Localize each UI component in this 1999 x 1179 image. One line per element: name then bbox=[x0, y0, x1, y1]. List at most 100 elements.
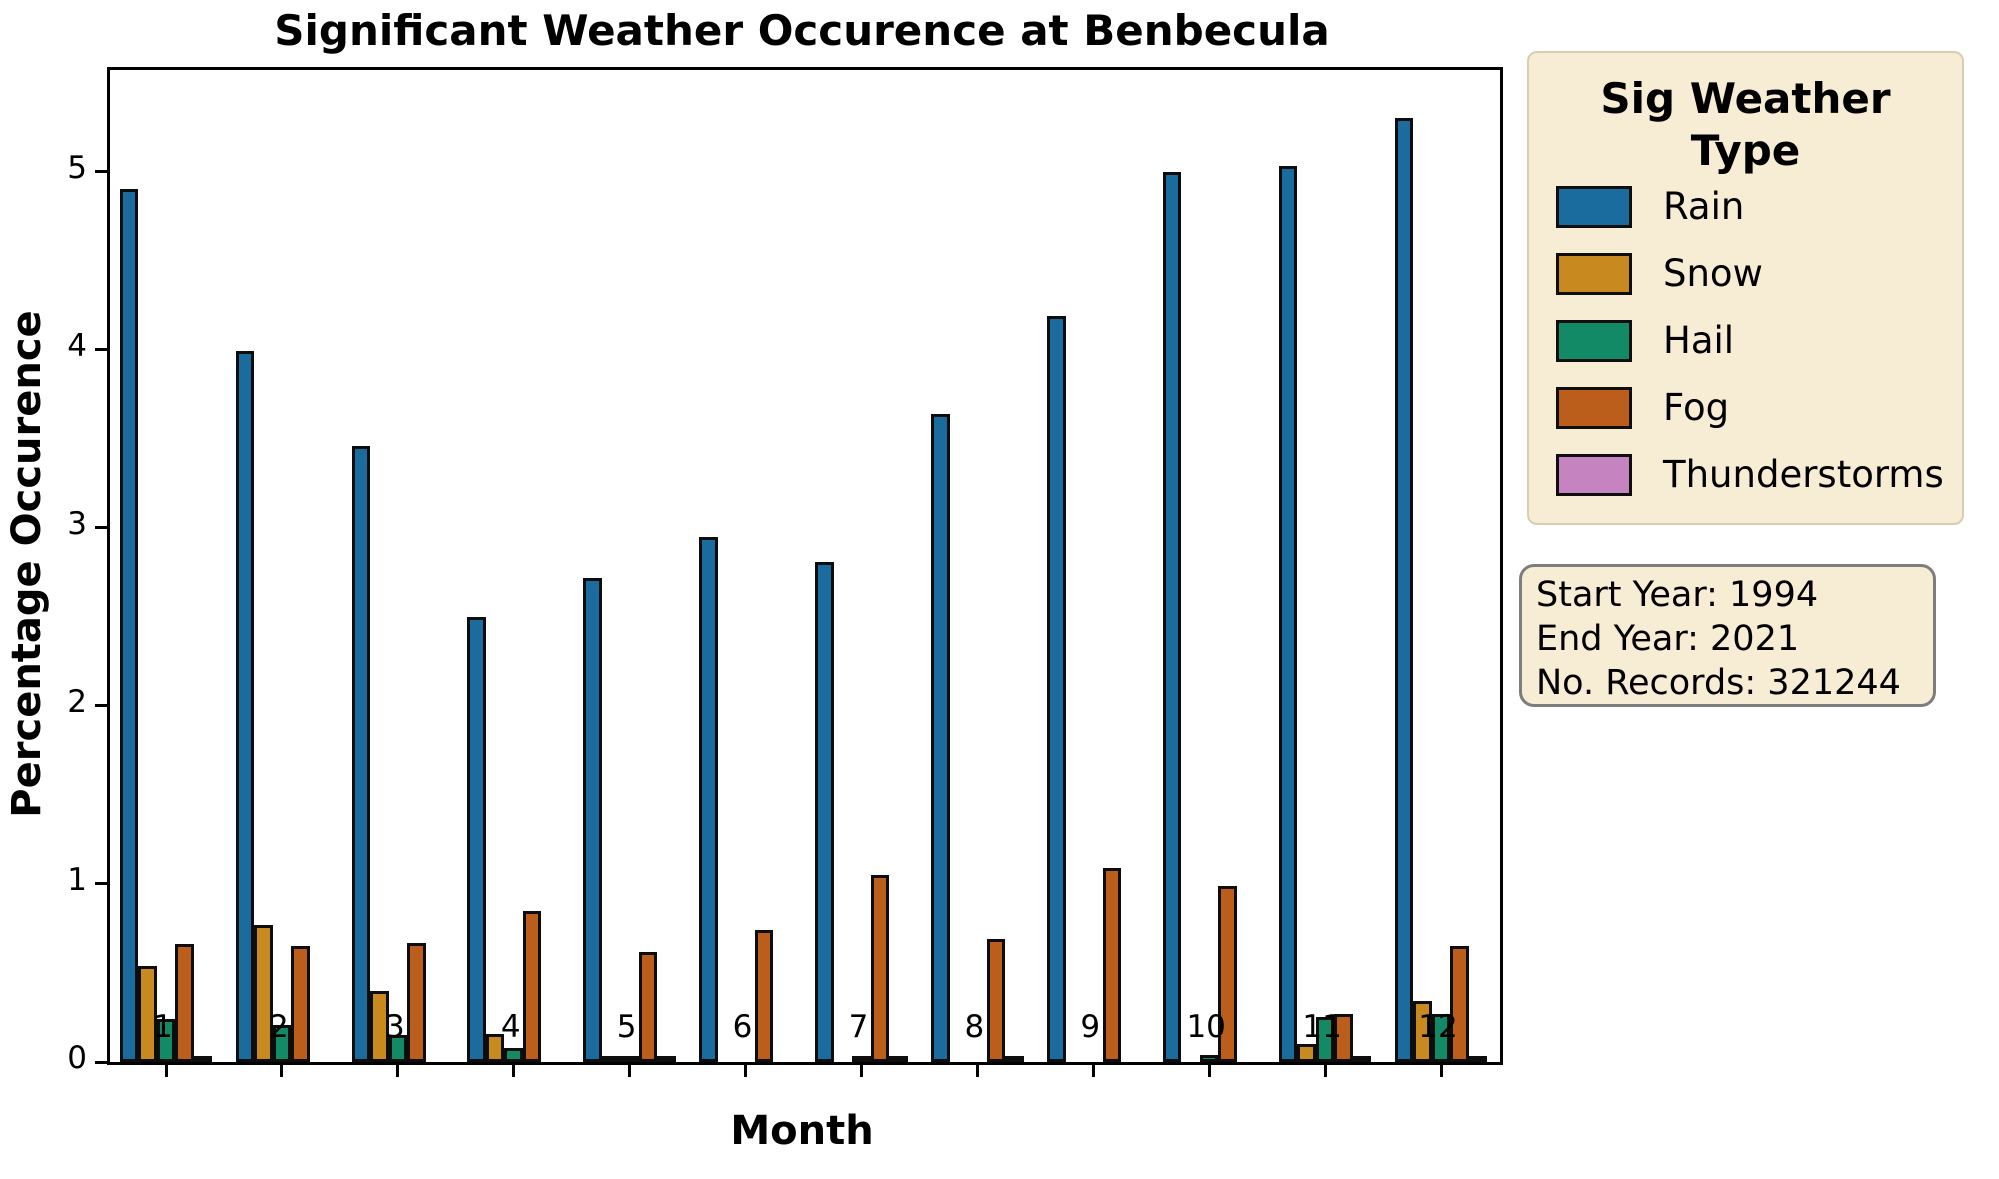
legend-item-fog: Fog bbox=[1529, 387, 1962, 429]
bar-fog-m2 bbox=[291, 946, 310, 1062]
bar-rain-m8 bbox=[931, 414, 950, 1062]
bar-rain-m7 bbox=[815, 562, 834, 1062]
x-tick-m7 bbox=[859, 1065, 863, 1077]
bar-fog-m1 bbox=[175, 944, 194, 1062]
bar-rain-m5 bbox=[583, 578, 602, 1062]
info-num-records: No. Records: 321244 bbox=[1536, 663, 1901, 703]
bar-fog-m7 bbox=[870, 875, 890, 1062]
bar-hail-m10 bbox=[1199, 1055, 1219, 1062]
hail-swatch-icon bbox=[1556, 320, 1632, 362]
bar-fog-m6 bbox=[754, 930, 774, 1062]
bar-fog-m10 bbox=[1218, 886, 1237, 1062]
y-tick-5 bbox=[95, 170, 107, 173]
y-tick-label-0: 0 bbox=[67, 1040, 87, 1076]
x-tick-m5 bbox=[628, 1065, 632, 1077]
bar-fog-m8 bbox=[986, 939, 1006, 1062]
y-tick-4 bbox=[95, 348, 107, 352]
y-tick-label-2: 2 bbox=[67, 683, 87, 720]
bar-snow-m12 bbox=[1413, 1001, 1432, 1062]
x-tick-m8 bbox=[975, 1065, 979, 1077]
bar-rain-m1 bbox=[119, 189, 139, 1062]
y-tick-label-4: 4 bbox=[67, 327, 87, 364]
bar-thunderstorms-m5 bbox=[657, 1056, 676, 1062]
bar-thunderstorms-m1 bbox=[193, 1056, 213, 1062]
x-tick-m11 bbox=[1323, 1065, 1327, 1077]
y-tick-2 bbox=[95, 704, 107, 708]
bar-hail-m11 bbox=[1315, 1017, 1335, 1062]
fog-swatch-icon bbox=[1556, 387, 1632, 429]
bar-rain-m11 bbox=[1278, 166, 1298, 1062]
y-tick-label-5: 5 bbox=[67, 149, 87, 186]
bar-snow-m2 bbox=[254, 925, 273, 1062]
info-box: Start Year: 1994 End Year: 2021 No. Reco… bbox=[1519, 564, 1936, 707]
bar-hail-m4 bbox=[504, 1048, 523, 1062]
x-tick-m12 bbox=[1439, 1065, 1443, 1077]
x-tick-m10 bbox=[1207, 1065, 1211, 1077]
bar-thunderstorms-m8 bbox=[1005, 1056, 1024, 1062]
bar-hail-m2 bbox=[272, 1025, 292, 1062]
x-tick-label-m4: 4 bbox=[500, 1009, 521, 1045]
legend-item-hail: Hail bbox=[1529, 320, 1962, 362]
legend-item-rain: Rain bbox=[1529, 186, 1962, 228]
x-tick-label-m11: 11 bbox=[1302, 1009, 1342, 1045]
bar-snow-m1 bbox=[138, 966, 157, 1062]
legend-title-line1: Sig Weather bbox=[1600, 74, 1891, 123]
bar-rain-m12 bbox=[1394, 118, 1414, 1062]
bar-thunderstorms-m11 bbox=[1352, 1056, 1372, 1062]
x-tick-label-m10: 10 bbox=[1186, 1009, 1226, 1045]
legend-title-line2: Type bbox=[1690, 126, 1801, 175]
legend-item-thunderstorms: Thunderstorms bbox=[1529, 454, 1962, 496]
bar-rain-m4 bbox=[467, 617, 486, 1062]
x-tick-label-m1: 1 bbox=[153, 1009, 173, 1045]
snow-swatch-icon bbox=[1556, 253, 1632, 295]
legend-label-hail: Hail bbox=[1663, 319, 1735, 362]
x-tick-label-m3: 3 bbox=[384, 1009, 405, 1045]
legend-label-fog: Fog bbox=[1663, 386, 1730, 429]
info-end-year: End Year: 2021 bbox=[1536, 619, 1800, 659]
x-tick-m2 bbox=[280, 1065, 284, 1077]
x-tick-label-m5: 5 bbox=[616, 1009, 637, 1045]
x-tick-m9 bbox=[1091, 1065, 1095, 1077]
x-tick-label-m2: 2 bbox=[269, 1009, 289, 1045]
x-tick-m1 bbox=[164, 1065, 168, 1077]
x-tick-label-m9: 9 bbox=[1080, 1009, 1101, 1045]
legend-label-snow: Snow bbox=[1663, 252, 1763, 295]
bar-thunderstorms-m7 bbox=[889, 1056, 908, 1062]
x-tick-label-m12: 12 bbox=[1418, 1009, 1458, 1045]
x-tick-label-m8: 8 bbox=[964, 1009, 985, 1045]
bar-snow-m11 bbox=[1297, 1044, 1316, 1062]
bar-fog-m3 bbox=[407, 943, 426, 1062]
y-tick-label-1: 1 bbox=[67, 861, 87, 898]
bar-fog-m5 bbox=[638, 952, 658, 1062]
legend-item-snow: Snow bbox=[1529, 253, 1962, 295]
bar-rain-m3 bbox=[351, 446, 371, 1062]
legend-title: Sig Weather Type bbox=[1529, 73, 1962, 177]
bar-snow-m3 bbox=[370, 991, 389, 1062]
bar-hail-m1 bbox=[156, 1019, 176, 1062]
bar-hail-m7 bbox=[852, 1056, 871, 1062]
legend-label-rain: Rain bbox=[1663, 185, 1745, 228]
bar-rain-m2 bbox=[235, 351, 255, 1062]
bar-hail-m5 bbox=[620, 1056, 639, 1062]
chart-title: Significant Weather Occurence at Benbecu… bbox=[274, 6, 1330, 55]
bar-rain-m10 bbox=[1162, 172, 1182, 1062]
bar-thunderstorms-m12 bbox=[1468, 1056, 1488, 1062]
thunderstorms-swatch-icon bbox=[1556, 454, 1632, 496]
bar-fog-m9 bbox=[1102, 868, 1122, 1062]
x-tick-m3 bbox=[396, 1065, 400, 1077]
rain-swatch-icon bbox=[1556, 186, 1632, 228]
y-tick-1 bbox=[95, 882, 107, 886]
bar-rain-m6 bbox=[699, 537, 718, 1062]
bar-fog-m11 bbox=[1334, 1014, 1353, 1062]
bar-rain-m9 bbox=[1047, 316, 1066, 1062]
bar-fog-m12 bbox=[1450, 946, 1469, 1062]
bar-hail-m12 bbox=[1431, 1014, 1451, 1062]
y-tick-0 bbox=[95, 1060, 107, 1064]
x-tick-label-m7: 7 bbox=[848, 1009, 869, 1045]
legend: Sig Weather Type Rain Snow Hail Fog Thunders… bbox=[1527, 51, 1964, 525]
x-axis-label: Month bbox=[730, 1108, 874, 1154]
x-tick-m6 bbox=[744, 1065, 748, 1077]
y-tick-3 bbox=[95, 526, 107, 530]
bar-snow-m5 bbox=[601, 1056, 621, 1062]
